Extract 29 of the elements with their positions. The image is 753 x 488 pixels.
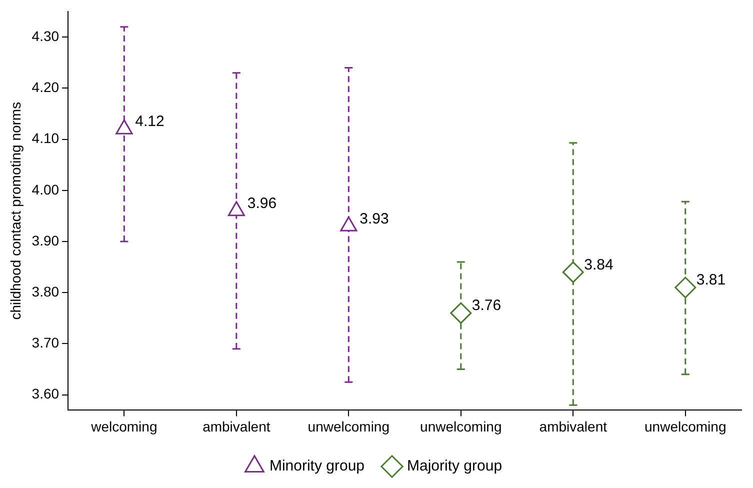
point [228, 201, 245, 216]
y-tick-label: 3.60 [32, 386, 60, 402]
x-tick-label: unwelcoming [644, 418, 726, 434]
y-tick-label: 4.00 [32, 181, 60, 198]
y-tick-label: 3.70 [32, 334, 60, 351]
point [562, 261, 584, 283]
x-tick-label: ambivalent [202, 418, 270, 434]
data-label: 3.84 [584, 256, 614, 274]
x-tick-label: welcoming [90, 418, 158, 434]
y-tick-label: 4.20 [32, 79, 60, 96]
data-label: 3.76 [472, 297, 502, 314]
x-tick-label: unwelcoming [308, 418, 390, 434]
x-tick-label: unwelcoming [420, 418, 502, 434]
legend-label: Minority group [269, 458, 365, 475]
y-tick-label: 4.10 [32, 130, 60, 146]
data-label: 3.96 [247, 194, 277, 212]
point [116, 119, 133, 134]
data-label: 3.81 [696, 272, 726, 289]
y-tick-label: 3.90 [32, 232, 60, 248]
data-label: 3.93 [360, 210, 389, 228]
data-label: 4.12 [135, 113, 164, 130]
point [450, 302, 472, 324]
point [340, 216, 358, 232]
x-tick-label: ambivalent [539, 418, 608, 434]
y-tick-label: 4.30 [32, 28, 60, 44]
legend-label: Majority group [407, 458, 502, 475]
y-tick-label: 3.80 [32, 283, 60, 300]
y-axis-title: childhood contact promoting norms [7, 102, 24, 320]
point [674, 276, 696, 298]
